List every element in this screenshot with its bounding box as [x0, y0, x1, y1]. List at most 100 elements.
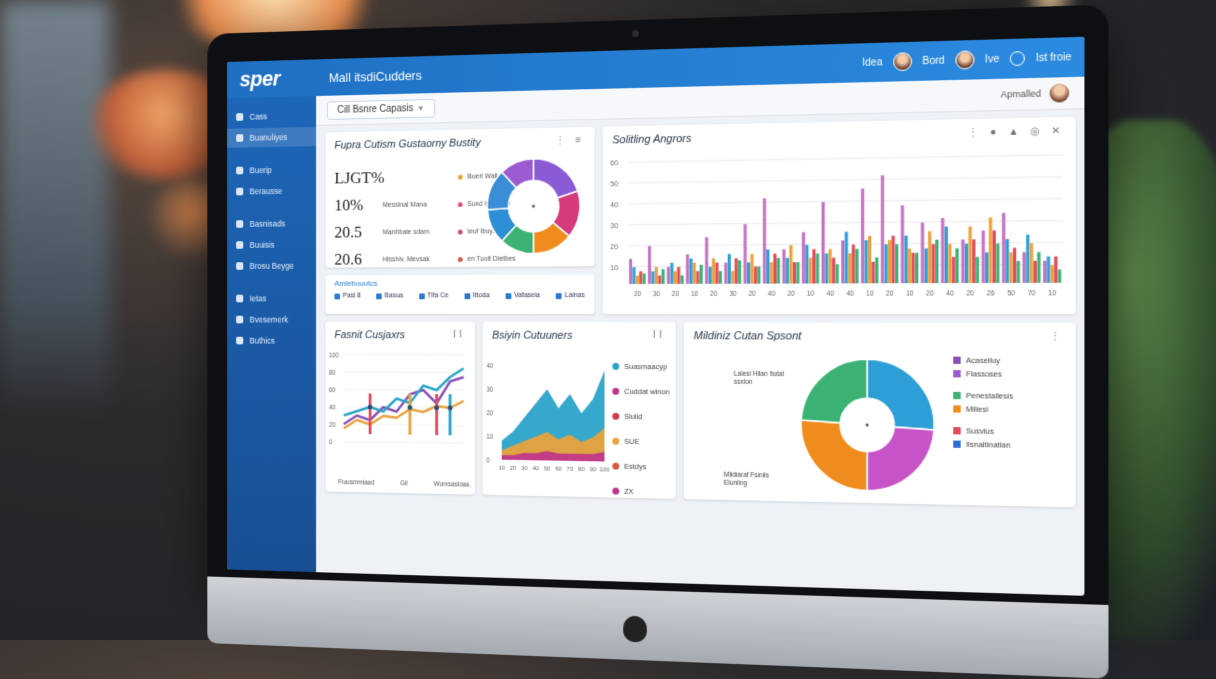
- bar: [900, 205, 905, 284]
- users-icon: [236, 241, 244, 249]
- bar: [844, 231, 848, 284]
- x-tick-label: 20: [749, 291, 757, 298]
- legend-label: Estdys: [624, 461, 647, 472]
- legend-item[interactable]: Cuddat winon: [612, 379, 670, 405]
- bar: [941, 217, 945, 284]
- folder-icon: [236, 315, 244, 324]
- legend-square-icon: [953, 440, 961, 448]
- summary-donut-chart[interactable]: [481, 151, 587, 261]
- legend-square-icon: [953, 405, 961, 413]
- legend-item[interactable]: ZX: [612, 479, 669, 505]
- chevron-down-icon: ▼: [417, 103, 425, 113]
- sidebar-item[interactable]: Berausse: [227, 181, 316, 201]
- sidebar-item[interactable]: Ietas: [227, 289, 316, 308]
- legend-item[interactable]: Flassoses: [953, 367, 1013, 381]
- bar: [685, 254, 690, 284]
- legend-item[interactable]: Penestallesis: [953, 389, 1013, 403]
- panel-menu-icon[interactable]: ⋮ ≡: [555, 134, 585, 147]
- view-dropdown[interactable]: Cill Bsnre Capasis ▼: [327, 98, 435, 120]
- strip-cell[interactable]: Vafaseia: [505, 292, 540, 299]
- sidebar-item[interactable]: Buthics: [227, 331, 316, 350]
- x-tick-label: 10: [691, 291, 699, 298]
- strip-cell[interactable]: Basua: [376, 292, 403, 299]
- x-tick-label: 40: [532, 466, 538, 472]
- area-legend: Suasmaacyp Cuddat winon Siulid SUE Estdy…: [612, 354, 670, 505]
- stat-icon: [334, 293, 340, 299]
- top-menu-ive[interactable]: Ive: [984, 53, 1000, 66]
- legend-item[interactable]: Siulid: [612, 404, 669, 430]
- avatar[interactable]: [1049, 83, 1070, 103]
- legend-item[interactable]: Acaselluy: [953, 354, 1013, 368]
- strip-cell-label: Lainas: [564, 292, 585, 300]
- legend-label: SUE: [624, 436, 640, 447]
- panel-menu-icon[interactable]: Il: [652, 330, 666, 342]
- sidebar-item-label: Cass: [249, 111, 268, 122]
- bar: [931, 244, 935, 284]
- stat-icon: [376, 293, 382, 299]
- bar: [828, 249, 832, 284]
- kpi-value: 20.6: [334, 249, 362, 269]
- y-tick-label: 10: [486, 434, 493, 441]
- user-avatar-icon[interactable]: [892, 52, 912, 72]
- footer-label: Fiuusmmlaad: [338, 479, 375, 487]
- globe-icon[interactable]: [1009, 51, 1026, 67]
- panel-menu-icon[interactable]: Il: [453, 329, 466, 341]
- legend-label: Suasmaacyp: [624, 361, 668, 372]
- top-menu-froie[interactable]: Ist froie: [1035, 51, 1072, 64]
- sidebar-item[interactable]: Basnisads: [227, 214, 316, 234]
- line-series: [344, 368, 464, 417]
- brand-logo[interactable]: sper: [239, 66, 280, 92]
- sidebar-item[interactable]: Bvesemerk: [227, 310, 316, 329]
- bar: [848, 253, 852, 284]
- panel-toolbar-icons[interactable]: ⋮ ● ▲ ◎ ✕: [967, 125, 1065, 139]
- bar: [1054, 256, 1058, 283]
- bar: [835, 264, 839, 284]
- legend-item[interactable]: Estdys: [612, 454, 669, 480]
- sidebar-item[interactable]: Brosu Beyge: [227, 256, 316, 276]
- bar: [815, 253, 820, 284]
- legend-item[interactable]: Miliesi: [953, 402, 1013, 416]
- top-right-controls: Idea Bord Ive Ist froie: [862, 47, 1084, 72]
- segment-donut-chart[interactable]: [795, 353, 941, 499]
- stat-icon: [464, 292, 471, 299]
- bar: [1029, 243, 1034, 283]
- bar: [1043, 260, 1047, 283]
- user-avatar-icon[interactable]: [955, 50, 975, 70]
- donut-slice: [502, 225, 534, 254]
- app-title: Mall itsdiCudders: [328, 67, 422, 85]
- kpi-value: 10%: [334, 195, 364, 215]
- legend-item[interactable]: Susvius: [953, 424, 1013, 438]
- strip-cell[interactable]: Ittoda: [464, 292, 490, 299]
- strip-title: Amiebouutcs: [334, 278, 378, 288]
- legend-item[interactable]: Ilsnaltinatian: [953, 437, 1013, 451]
- sidebar-item[interactable]: Buanuliyes: [227, 126, 317, 148]
- sidebar-item[interactable]: Cass: [227, 106, 316, 127]
- bar: [996, 243, 1000, 283]
- grouped-bar-chart[interactable]: 60 50 40 30 20 10 20 30 20 10 20 30 20 40 20 10 40 40 10 20…: [606, 144, 1071, 312]
- area-chart-panel: Bsiyin Cutuuners Il 40 30 20 10 0 10 20 30 40 50 6…: [482, 321, 676, 499]
- strip-cell[interactable]: Lainas: [556, 292, 585, 299]
- bar: [1050, 265, 1054, 283]
- gridline: [344, 354, 464, 355]
- line-chart[interactable]: 100 80 60 40 20 0: [327, 347, 473, 475]
- legend-dot-icon: [612, 462, 620, 470]
- subheader-label[interactable]: Apmalled: [1000, 88, 1041, 100]
- bar: [680, 275, 684, 284]
- donut-slice: [867, 427, 934, 492]
- panel-menu-icon[interactable]: ⋮: [1049, 330, 1065, 343]
- bar: [1022, 252, 1026, 283]
- top-menu-idea[interactable]: Idea: [862, 56, 883, 69]
- strip-cell[interactable]: Pasl 8: [334, 293, 361, 300]
- bar: [964, 243, 969, 284]
- panel-title: Mildiniz Cutan Spsont: [693, 330, 802, 343]
- donut-slice: [533, 222, 569, 253]
- legend-item[interactable]: SUE: [612, 429, 669, 455]
- legend-item[interactable]: Suasmaacyp: [612, 354, 669, 379]
- sidebar-item[interactable]: Buerip: [227, 160, 316, 181]
- sidebar-item[interactable]: Buuisis: [227, 235, 316, 255]
- y-tick-label: 30: [610, 223, 618, 230]
- gridline: [344, 442, 464, 444]
- top-menu-bord[interactable]: Bord: [922, 54, 945, 67]
- strip-cell[interactable]: Tlfa Ce: [418, 292, 449, 299]
